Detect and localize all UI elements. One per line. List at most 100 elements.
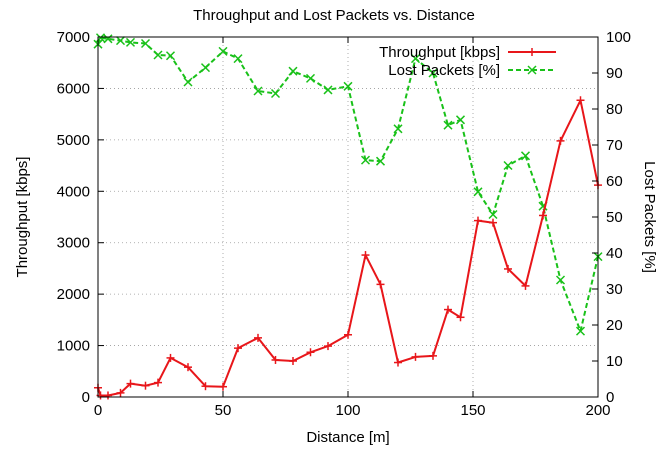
lost-packets-marker-b bbox=[200, 63, 211, 73]
legend: Throughput [kbps] Lost Packets [%] bbox=[379, 44, 556, 79]
y-tick-label: 4000 bbox=[57, 183, 90, 200]
lost-packets-point bbox=[360, 155, 371, 165]
throughput-point bbox=[201, 382, 210, 391]
legend-label-lost-packets: Lost Packets [%] bbox=[388, 62, 500, 79]
x-tick-label: 200 bbox=[585, 402, 610, 419]
lost-packets-marker-b bbox=[153, 50, 163, 60]
lost-packets-point bbox=[253, 86, 263, 96]
lost-packets-marker-b bbox=[253, 86, 263, 96]
lost-packets-marker-b bbox=[555, 275, 566, 285]
y-tick-label: 7000 bbox=[57, 29, 90, 46]
throughput-point bbox=[219, 382, 227, 391]
y2-tick-label: 70 bbox=[606, 137, 623, 154]
y-tick-label: 0 bbox=[82, 389, 90, 406]
lost-packets-marker-b bbox=[520, 151, 531, 161]
lost-packets-point bbox=[183, 77, 193, 87]
throughput-point bbox=[289, 357, 297, 365]
y-tick-label: 5000 bbox=[57, 132, 90, 149]
lost-packets-point bbox=[115, 36, 126, 46]
legend-label-throughput: Throughput [kbps] bbox=[379, 44, 500, 61]
throughput-point bbox=[141, 381, 150, 390]
throughput-point bbox=[576, 96, 585, 105]
lost-packets-point bbox=[125, 37, 136, 47]
lost-packets-point bbox=[270, 88, 281, 99]
throughput-point bbox=[556, 136, 565, 145]
lost-packets-marker-b bbox=[103, 34, 113, 44]
lost-packets-point bbox=[200, 63, 211, 73]
lost-packets-marker-b bbox=[375, 156, 386, 166]
y2-tick-label: 100 bbox=[606, 29, 631, 46]
lost-packets-point bbox=[288, 66, 298, 76]
x-tick-label: 50 bbox=[215, 402, 232, 419]
throughput-point bbox=[116, 388, 125, 397]
throughput-point bbox=[521, 281, 530, 290]
y2-tick-label: 0 bbox=[606, 389, 614, 406]
grid bbox=[98, 37, 598, 397]
y2-tick-label: 40 bbox=[606, 245, 623, 262]
throughput-line bbox=[97, 99, 599, 397]
y2-tick-label: 60 bbox=[606, 173, 623, 190]
series-lost-packets bbox=[93, 33, 603, 336]
lost-packets-marker-b bbox=[140, 38, 151, 49]
lost-packets-marker-b bbox=[218, 46, 228, 56]
y2-tick-label: 50 bbox=[606, 209, 623, 226]
y-tick-label: 3000 bbox=[57, 235, 90, 252]
throughput-point bbox=[504, 264, 512, 273]
throughput-point bbox=[394, 358, 402, 367]
lost-packets-point bbox=[153, 50, 163, 60]
y2-tick-label: 90 bbox=[606, 65, 623, 82]
throughput-point bbox=[234, 344, 242, 353]
lost-packets-marker-b bbox=[393, 124, 403, 134]
lost-packets-marker-b bbox=[343, 81, 353, 91]
y2-axis-label: Lost Packets [%] bbox=[641, 161, 658, 273]
lost-packets-point bbox=[323, 85, 333, 95]
y-axis-label: Throughput [kbps] bbox=[14, 157, 31, 278]
y2-tick-label: 10 bbox=[606, 353, 623, 370]
lost-packets-point bbox=[443, 120, 453, 130]
lost-packets-marker-b bbox=[165, 51, 176, 61]
y-tick-label: 6000 bbox=[57, 80, 90, 97]
throughput-point bbox=[104, 391, 112, 400]
lost-packets-point bbox=[140, 38, 151, 49]
lost-packets-marker-b bbox=[288, 66, 298, 76]
lost-packets-marker-b bbox=[575, 326, 586, 336]
x-axis-label: Distance [m] bbox=[306, 429, 389, 446]
throughput-point bbox=[429, 351, 437, 360]
lost-packets-point bbox=[233, 54, 243, 64]
throughput-point bbox=[539, 211, 547, 220]
lost-packets-marker-b bbox=[115, 36, 126, 46]
y-tick-label: 1000 bbox=[57, 338, 90, 355]
lost-packets-marker-b bbox=[183, 77, 193, 87]
lost-packets-marker-b bbox=[503, 160, 513, 171]
throughput-point bbox=[344, 330, 352, 339]
lost-packets-point bbox=[555, 275, 566, 285]
throughput-point bbox=[456, 313, 465, 322]
throughput-point bbox=[306, 348, 315, 357]
lost-packets-point bbox=[473, 187, 483, 197]
throughput-point bbox=[444, 305, 452, 314]
lost-packets-point bbox=[428, 68, 438, 78]
throughput-point bbox=[166, 353, 175, 362]
lost-packets-point bbox=[305, 73, 316, 83]
y-tick-label: 2000 bbox=[57, 286, 90, 303]
x-tick-label: 0 bbox=[94, 402, 102, 419]
throughput-point bbox=[376, 280, 385, 289]
throughput-point bbox=[271, 355, 280, 364]
lost-packets-marker-b bbox=[305, 73, 316, 83]
series-layer bbox=[93, 33, 603, 400]
y2-tick-label: 30 bbox=[606, 281, 623, 298]
lost-packets-point bbox=[575, 326, 586, 336]
y2-tick-label: 80 bbox=[606, 101, 623, 118]
lost-packets-marker-b bbox=[125, 37, 136, 47]
lost-packets-marker-b bbox=[360, 155, 371, 165]
lost-packets-point bbox=[218, 46, 228, 56]
throughput-point bbox=[184, 363, 192, 372]
throughput-point bbox=[324, 342, 332, 351]
y2-tick-label: 20 bbox=[606, 317, 623, 334]
throughput-point bbox=[361, 251, 370, 260]
throughput-point bbox=[489, 218, 497, 227]
throughput-point bbox=[126, 379, 135, 388]
lost-packets-marker-b bbox=[233, 54, 243, 64]
lost-packets-point bbox=[455, 115, 466, 125]
throughput-point bbox=[474, 216, 482, 225]
